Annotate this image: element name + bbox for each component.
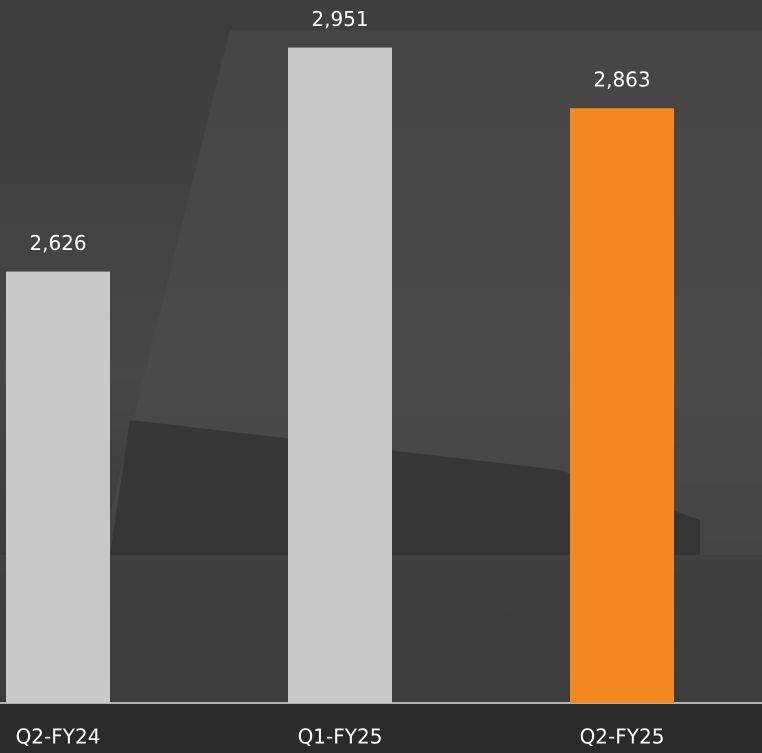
page: 2,626Q2-FY242,951Q1-FY252,863Q2-FY25 (()… <box>0 0 762 753</box>
bar <box>570 108 674 703</box>
value-label: 2,626 <box>29 231 86 255</box>
bar <box>6 272 110 703</box>
top-band <box>0 0 762 24</box>
x-tick-label: Q1-FY25 <box>298 725 383 749</box>
bar <box>288 48 392 703</box>
chart: 2,626 Q2-FY24 2,951 Q1-FY25 2,863 Q2-FY25 <box>0 0 762 753</box>
x-tick-label: Q2-FY24 <box>16 725 101 749</box>
value-label: 2,951 <box>311 7 368 31</box>
value-label: 2,863 <box>593 68 650 92</box>
x-tick-label: Q2-FY25 <box>580 725 665 749</box>
